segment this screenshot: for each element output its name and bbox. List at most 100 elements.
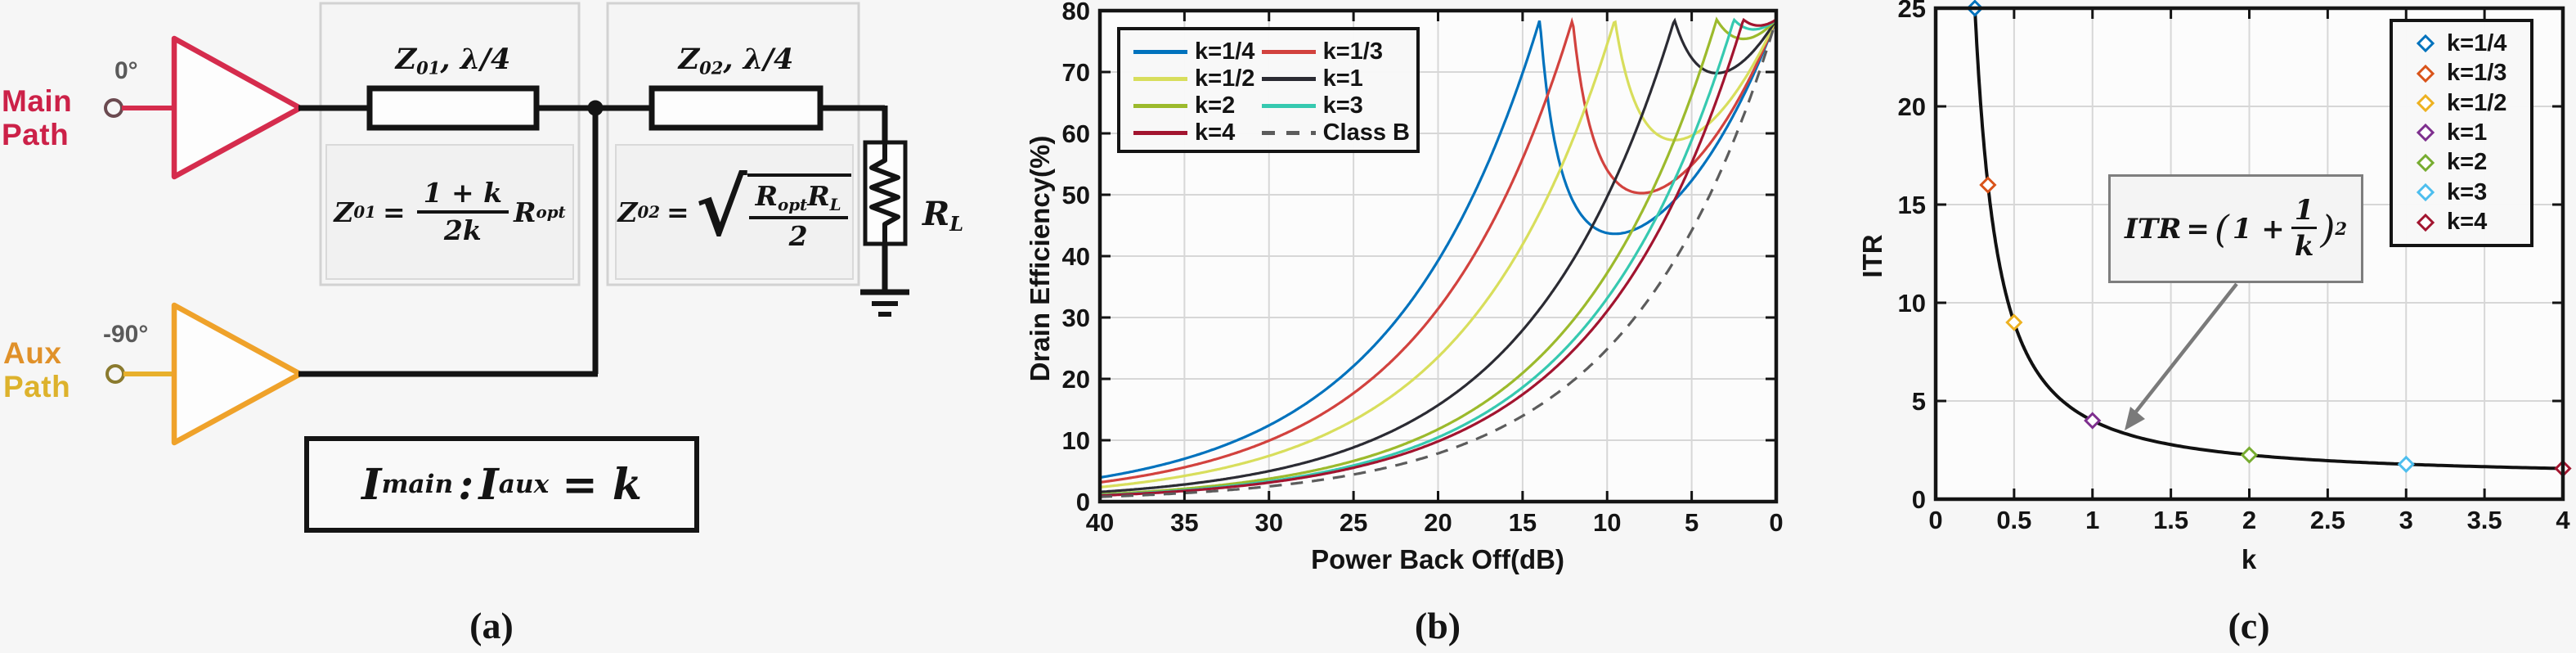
c-y-tick-label: 0	[1912, 485, 1926, 514]
c-legend-item-k12: k=1/2	[2398, 90, 2525, 117]
c-y-tick-label: 15	[1898, 191, 1926, 219]
b-legend-swatch	[1133, 50, 1187, 54]
b-x-tick-label: 0	[1769, 508, 1783, 537]
c-itr-curve	[1972, 7, 2560, 471]
tl1-rest: , λ/4	[440, 43, 511, 76]
main-amplifier-icon	[171, 35, 303, 180]
caption-a: (a)	[469, 605, 514, 646]
b-legend-label: k=4	[1195, 119, 1236, 146]
annot-eq: =	[2186, 212, 2210, 245]
b-legend-label: k=1/2	[1195, 65, 1255, 92]
b-legend-swatch	[1261, 131, 1316, 135]
b-legend-swatch	[1261, 104, 1316, 108]
c-marker-k13	[1979, 176, 1997, 194]
z01-lhs: Z	[334, 196, 354, 228]
z01-coef: R	[514, 196, 536, 228]
b-xlabel: Power Back Off(dB)	[1311, 544, 1564, 574]
b-curve-ClassB	[1100, 19, 1778, 498]
c-marker-k3	[2397, 455, 2415, 473]
b-curve-k14	[1099, 19, 1778, 480]
b-x-tick-label: 20	[1424, 508, 1452, 537]
b-y-tick-label: 60	[1062, 119, 1090, 148]
tl2-rest: , λ/4	[723, 43, 794, 76]
b-y-tick-label: 10	[1062, 426, 1090, 455]
diamond-marker-icon	[2416, 153, 2435, 173]
c-legend-label: k=1/4	[2447, 29, 2507, 56]
diamond-marker-icon	[2416, 64, 2435, 83]
z01-denominator: 2k	[443, 214, 482, 246]
c-ylabel: ITR	[1857, 234, 1887, 278]
b-legend-swatch	[1133, 77, 1187, 81]
main-path-label: Main Path	[2, 84, 72, 151]
annot-fraction: 1 k	[2291, 196, 2318, 261]
c-legend-item-k1: k=1	[2398, 119, 2525, 146]
b-legend-item-ClassB: Class B	[1255, 119, 1410, 146]
b-ylabel: Drain Efficiency(%)	[1025, 135, 1055, 382]
c-y-tick-label: 20	[1898, 92, 1926, 121]
b-x-tick-label: 10	[1593, 508, 1621, 537]
b-legend-item-k4: k=4	[1127, 119, 1255, 146]
z01-coef-sub: opt	[536, 202, 566, 222]
z02-sqrt: √ RoptRL 2	[695, 160, 851, 254]
tl1-sub: 01	[416, 57, 441, 79]
b-legend-label: k=1/4	[1195, 38, 1255, 65]
radical-sign: √	[695, 160, 747, 254]
tl2-label: Z02, λ/4	[648, 43, 824, 78]
b-y-tick-label: 20	[1062, 365, 1090, 394]
c-legend-item-k13: k=1/3	[2398, 60, 2525, 87]
c-x-tick-label: 1.5	[2153, 506, 2188, 534]
b-legend-label: k=1/3	[1322, 38, 1383, 65]
b-y-tick-label: 70	[1062, 58, 1090, 87]
tl1-element	[366, 85, 540, 131]
c-y-tick-label: 25	[1898, 0, 1926, 23]
aux-path-line1: Aux	[3, 336, 62, 370]
resistor-zigzag	[869, 142, 900, 244]
tl1-base: Z	[395, 43, 417, 76]
diamond-marker-icon	[2416, 183, 2435, 202]
b-curve-k13	[1099, 16, 1778, 484]
annot-open-paren: (	[2214, 206, 2229, 251]
c-legend-item-k3: k=3	[2398, 179, 2525, 206]
ratio-i1: I	[361, 459, 382, 510]
b-legend-swatch	[1261, 50, 1316, 54]
c-x-tick-label: 4	[2556, 506, 2570, 534]
ratio-rhs: = k	[562, 459, 642, 510]
z02-lhs-sub: 02	[637, 202, 661, 222]
c-x-tick-label: 3	[2399, 506, 2413, 534]
c-legend-label: k=1/2	[2447, 89, 2507, 116]
c-legend-label: k=2	[2447, 149, 2488, 176]
b-curve-k1	[1099, 17, 1778, 493]
ratio-i2-sub: aux	[498, 470, 550, 499]
c-legend-label: k=1/3	[2447, 60, 2507, 87]
b-legend-item-k13: k=1/3	[1255, 38, 1410, 65]
b-legend-swatch	[1133, 131, 1187, 135]
c-x-tick-label: 1	[2085, 506, 2099, 534]
main-phase-label: 0°	[114, 57, 138, 84]
z02-denominator: 2	[788, 219, 808, 252]
c-annotation-arrowhead	[2125, 407, 2145, 430]
c-x-tick-label: 2	[2242, 506, 2256, 534]
b-legend: k=1/4 k=1/3 k=1/2 k=1 k=2 k=3 k=4 Class B	[1117, 27, 1420, 153]
diamond-marker-icon	[2416, 34, 2435, 53]
b-legend-item-k14: k=1/4	[1127, 38, 1255, 65]
z01-fraction: 1 + k 2k	[416, 178, 509, 246]
diamond-marker-icon	[2416, 213, 2435, 232]
aux-amplifier-icon	[171, 302, 303, 446]
z02-num-r2: R	[807, 179, 830, 212]
c-legend-item-k2: k=2	[2398, 149, 2525, 176]
b-legend-item-k3: k=3	[1255, 92, 1410, 119]
tl1-label: Z01, λ/4	[365, 43, 541, 78]
c-x-tick-label: 0	[1928, 506, 1942, 534]
load-sub: L	[949, 212, 964, 236]
z02-numerator: RoptRL	[748, 179, 848, 219]
b-legend-label: k=2	[1195, 92, 1236, 119]
tl2-element	[648, 85, 824, 131]
z02-formula-box: Z 02 = √ RoptRL 2	[615, 144, 854, 280]
b-y-tick-label: 40	[1062, 242, 1090, 271]
c-legend-label: k=3	[2447, 178, 2488, 205]
b-curve-k12	[1099, 19, 1778, 489]
main-path-line1: Main	[2, 84, 73, 118]
annot-num: 1	[2291, 196, 2318, 229]
z02-num-r1: R	[755, 179, 779, 212]
